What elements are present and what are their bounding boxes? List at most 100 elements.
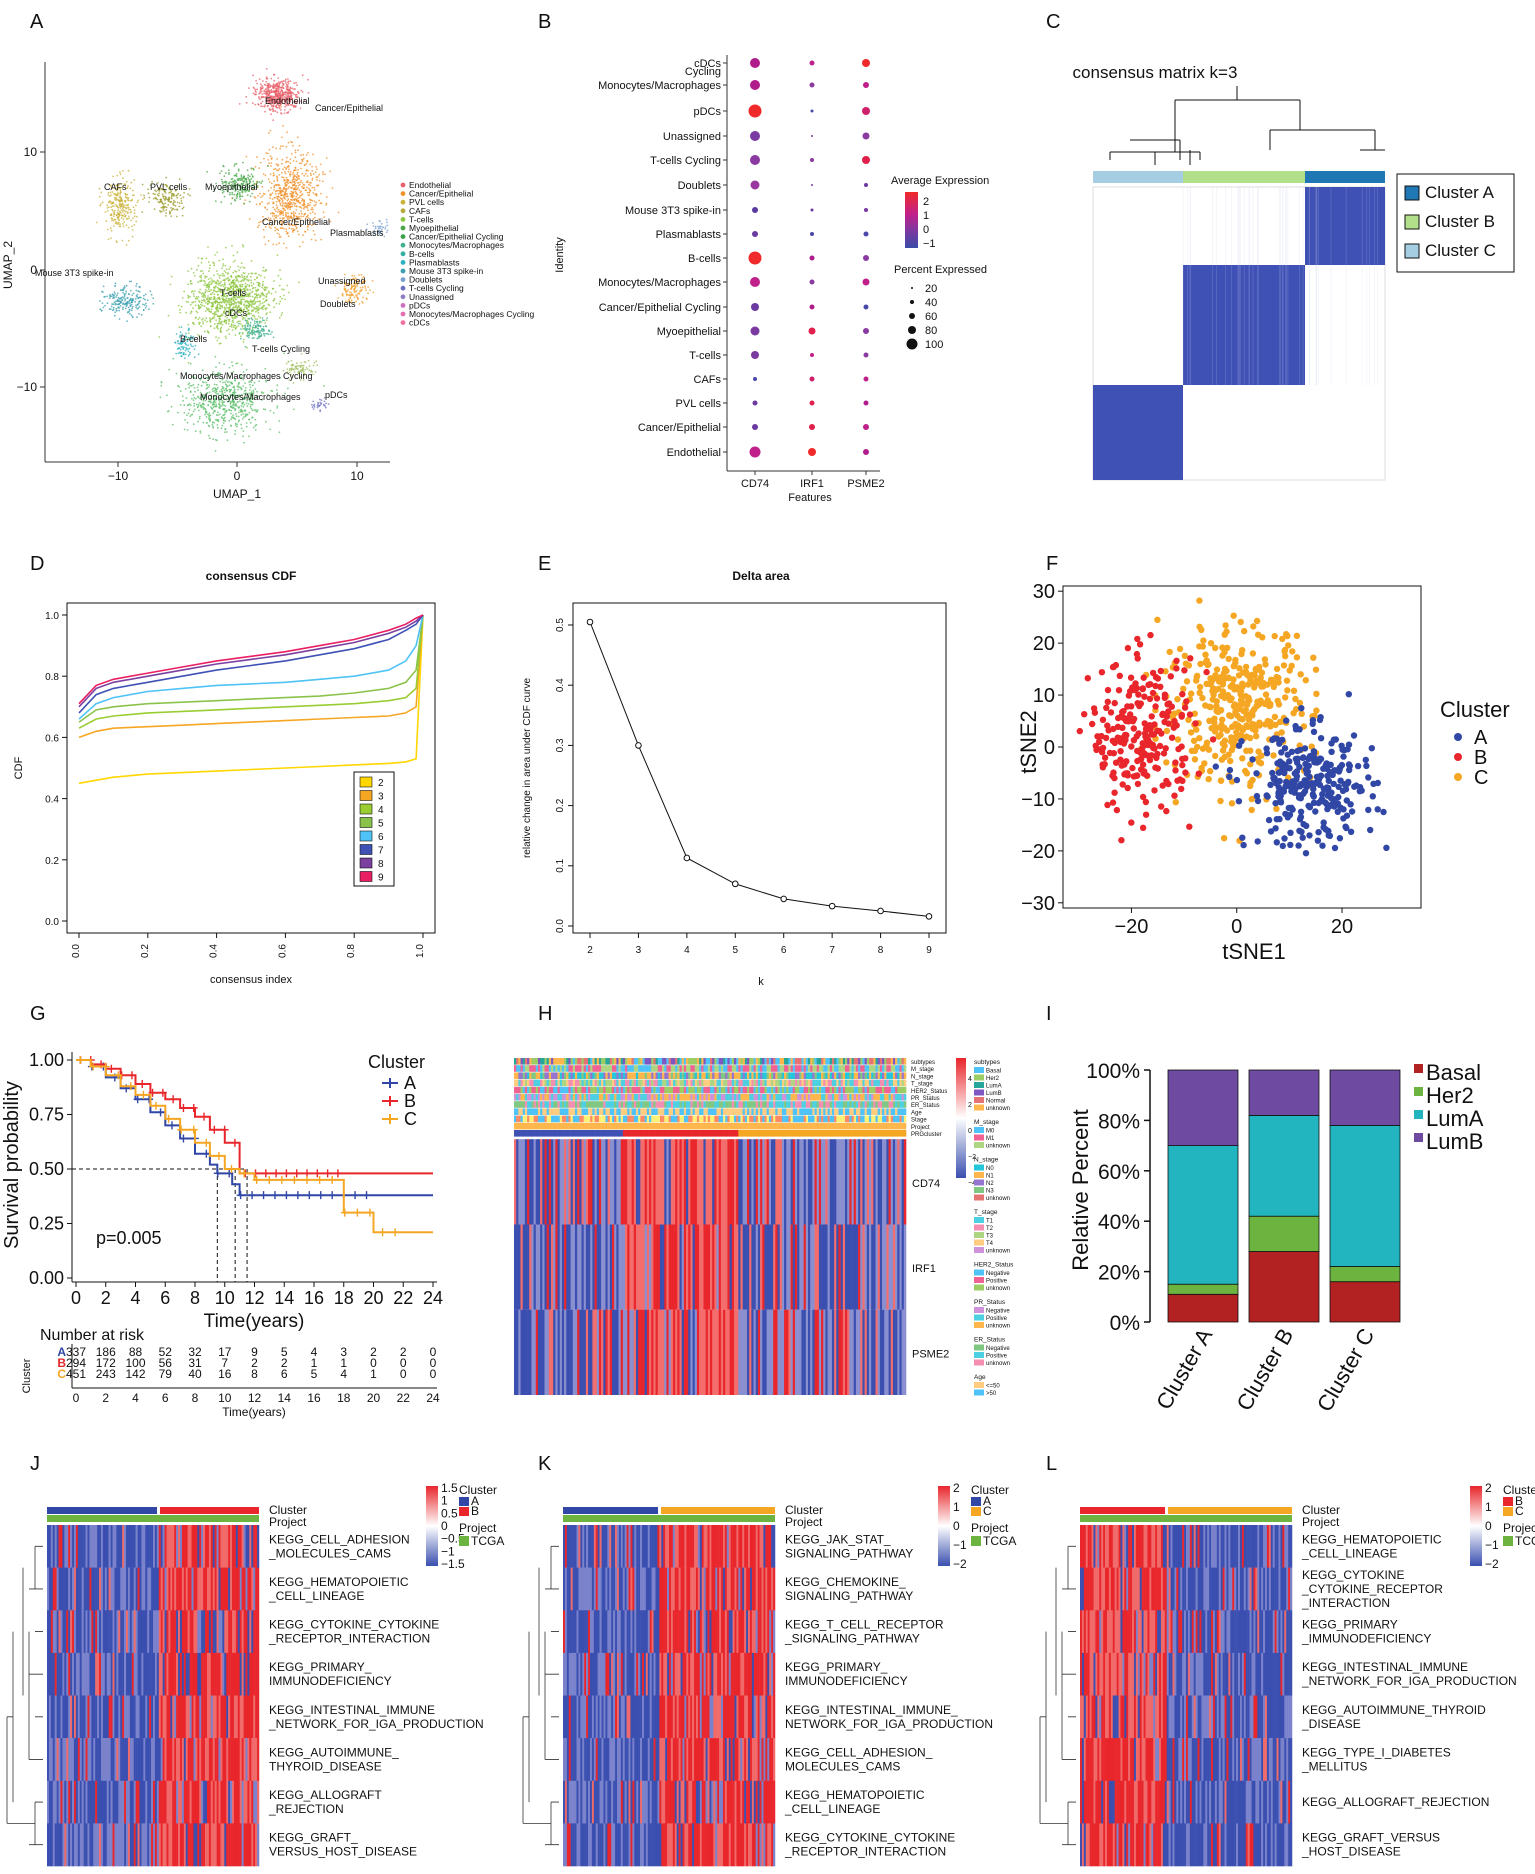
x-tick-label: 0 [1231,916,1242,938]
dot-cd74 [750,80,760,90]
umap-point [222,165,225,168]
umap-point [273,189,275,191]
umap-point [214,254,217,256]
tsne-point [1172,759,1179,766]
umap-point [216,306,218,309]
tsne-point [1202,659,1209,666]
umap-point [208,425,211,428]
umap-point [253,409,256,412]
umap-point [259,161,262,164]
umap-point [245,155,248,158]
umap-point [292,160,295,162]
umap-point [210,283,213,285]
umap-point [112,210,115,212]
umap-point [125,211,127,213]
umap-point [316,178,318,181]
umap-point [122,225,125,228]
tsne-point [1154,616,1161,623]
umap-point [227,328,230,331]
umap-point [300,212,303,215]
umap-point [300,210,303,213]
umap-point [201,317,204,320]
umap-point [131,307,133,310]
umap-point [285,176,288,179]
umap-point [272,201,275,204]
umap-point [294,202,297,205]
umap-point [284,172,287,175]
umap-point [204,277,207,279]
tsne-point [1207,675,1214,682]
umap-point [257,325,260,328]
umap-point [186,429,189,431]
tsne-point [1153,695,1161,702]
umap-point [259,325,262,328]
umap-point [246,194,249,197]
tsne-point [1199,694,1206,702]
umap-point [235,172,238,175]
umap-point [293,205,296,207]
cluster-label: Monocytes/Macrophages [200,392,301,402]
umap-point [176,209,179,211]
umap-point [244,382,247,384]
umap-point [185,346,188,349]
umap-point [128,309,131,311]
cluster-label: Myoepithelial [205,182,258,192]
umap-point [111,293,114,296]
tsne-point [1292,695,1299,703]
umap-point [249,332,252,335]
umap-point [386,224,389,227]
umap-point [135,204,137,207]
umap-point [245,402,248,405]
umap-point [184,387,187,390]
cluster-label: cDCs [225,308,247,318]
umap-point [265,299,268,301]
umap-point [127,306,130,309]
umap-point [255,326,257,329]
tsne-point [1196,623,1203,630]
umap-point [256,297,259,299]
umap-point [130,309,133,312]
umap-point [147,192,150,195]
umap-point [264,243,267,246]
umap-point [196,406,199,409]
umap-point [164,192,167,194]
umap-point [245,422,248,424]
umap-point [213,293,216,296]
umap-point [261,195,264,197]
umap-point [234,422,237,425]
umap-point [223,175,226,178]
umap-point [278,174,281,176]
umap-point [189,303,192,306]
tsne-point [1247,747,1254,754]
umap-point [301,91,304,93]
umap-point [251,192,254,195]
umap-point [236,193,239,195]
umap-point [263,105,266,108]
umap-point [243,324,246,327]
umap-point [278,199,281,202]
umap-point [287,187,290,190]
umap-point [224,428,227,430]
umap-point [203,403,206,406]
umap-point [289,92,292,94]
umap-point [121,177,124,180]
umap-point [190,414,193,416]
umap-point [113,225,115,227]
umap-point [343,287,346,290]
umap-point [205,257,208,260]
tsne-point [1174,696,1181,703]
umap-point [175,372,178,375]
umap-point [317,402,320,405]
tsne-point [1258,669,1266,676]
umap-point [252,324,255,326]
umap-point [193,274,196,277]
umap-point [120,200,122,203]
umap-point [282,214,285,217]
umap-point [118,225,121,228]
umap-point [216,305,219,307]
cdf-line [78,614,424,723]
dot-psme2 [864,183,868,187]
tsne-point [1217,692,1225,700]
umap-point [235,415,238,417]
tsne-point [1134,780,1142,788]
